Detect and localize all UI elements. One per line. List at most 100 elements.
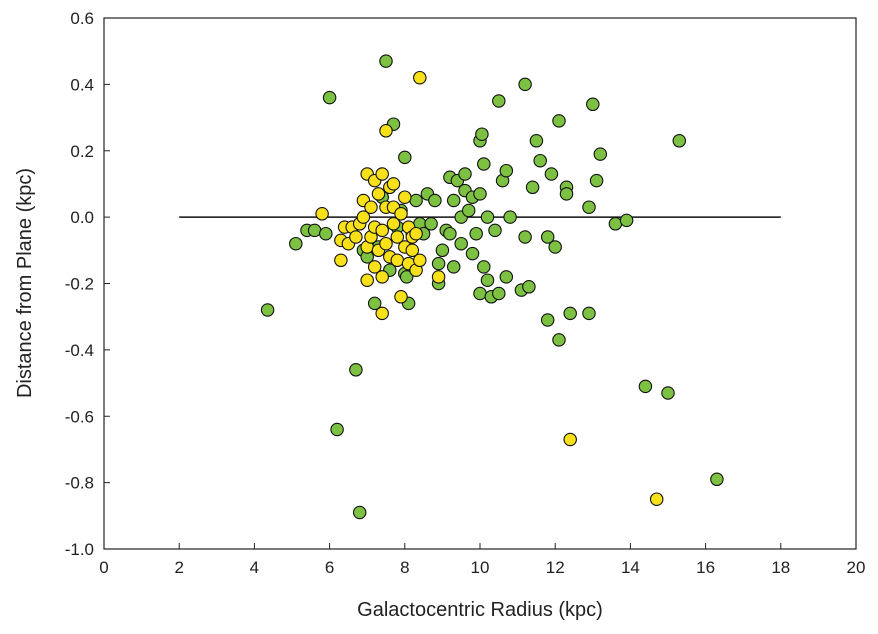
y-tick-label: -0.8 xyxy=(65,474,94,493)
y-tick-label: -0.6 xyxy=(65,407,94,426)
y-tick-label: 0.2 xyxy=(70,142,94,161)
data-point xyxy=(492,286,506,301)
data-point xyxy=(431,270,446,284)
data-point xyxy=(473,187,487,201)
data-point xyxy=(390,230,405,244)
data-point xyxy=(367,296,382,311)
plot-area xyxy=(103,17,857,550)
data-point xyxy=(480,273,495,287)
data-point xyxy=(461,203,476,218)
x-tick-label: 8 xyxy=(400,558,409,577)
plot-frame xyxy=(103,17,857,550)
data-point xyxy=(352,505,367,520)
data-point xyxy=(435,243,450,258)
data-point xyxy=(375,223,389,238)
data-point xyxy=(394,207,408,221)
data-point xyxy=(446,193,461,208)
data-point xyxy=(499,163,514,178)
data-point xyxy=(529,134,544,148)
data-point xyxy=(477,260,491,274)
data-point xyxy=(371,187,386,201)
data-point xyxy=(379,124,393,138)
data-point xyxy=(386,217,401,231)
data-point xyxy=(349,363,363,377)
x-tick-label: 14 xyxy=(621,558,640,577)
y-axis: 0.6 0.4 0.2 0.0 -0.2 -0.4 -0.6 -0.8 -1.0 xyxy=(65,9,110,559)
data-point xyxy=(649,492,664,506)
data-point xyxy=(413,70,427,85)
data-point xyxy=(480,210,495,224)
data-point xyxy=(661,386,675,400)
data-point xyxy=(409,193,423,208)
data-point xyxy=(319,226,333,241)
data-point xyxy=(431,256,446,271)
data-point xyxy=(522,280,536,294)
y-axis-title: Distance from Plane (kpc) xyxy=(14,168,36,398)
data-point xyxy=(334,253,348,268)
data-point xyxy=(360,273,374,287)
data-point xyxy=(488,223,502,238)
data-point xyxy=(540,313,555,327)
data-point xyxy=(544,167,559,181)
data-point xyxy=(367,260,382,274)
data-point xyxy=(446,260,461,274)
data-point xyxy=(379,54,393,68)
data-point xyxy=(552,114,566,128)
data-point xyxy=(330,422,344,437)
data-point xyxy=(499,270,514,284)
data-point xyxy=(582,200,596,214)
data-point xyxy=(582,306,596,321)
data-point xyxy=(356,210,371,224)
data-point xyxy=(390,253,405,268)
series-2-points xyxy=(315,70,664,506)
data-point xyxy=(563,432,577,447)
y-tick-label: 0.4 xyxy=(70,75,94,94)
data-point xyxy=(638,379,653,394)
data-point xyxy=(475,127,489,141)
data-point xyxy=(593,147,608,161)
data-point xyxy=(307,223,322,238)
data-point xyxy=(552,333,566,347)
y-tick-label: -0.4 xyxy=(65,341,94,360)
x-tick-label: 16 xyxy=(696,558,715,577)
data-point xyxy=(518,230,532,244)
data-point xyxy=(473,286,487,301)
data-point xyxy=(409,226,423,241)
x-tick-label: 12 xyxy=(546,558,565,577)
y-tick-label: -1.0 xyxy=(65,540,94,559)
data-point xyxy=(533,153,547,168)
data-point xyxy=(619,213,634,228)
data-point xyxy=(559,187,574,201)
data-point xyxy=(548,240,562,254)
data-point xyxy=(586,97,600,112)
y-tick-label: 0.6 xyxy=(70,9,94,28)
data-point xyxy=(399,270,414,284)
data-point xyxy=(589,173,604,188)
data-point xyxy=(413,253,427,268)
x-axis: 0 2 4 6 8 10 12 14 16 18 20 xyxy=(99,543,865,577)
data-point xyxy=(424,217,438,231)
x-tick-label: 10 xyxy=(471,558,490,577)
x-tick-label: 6 xyxy=(325,558,334,577)
data-point xyxy=(710,472,724,487)
x-tick-label: 0 xyxy=(99,558,108,577)
data-point xyxy=(492,94,506,108)
x-tick-label: 2 xyxy=(174,558,183,577)
data-point xyxy=(375,270,389,284)
data-point xyxy=(289,236,303,251)
data-point xyxy=(458,167,472,181)
data-point xyxy=(563,306,577,321)
data-points xyxy=(260,54,724,520)
data-point xyxy=(503,210,517,224)
data-point xyxy=(405,243,420,258)
data-point xyxy=(428,193,442,208)
x-tick-label: 18 xyxy=(771,558,790,577)
data-point xyxy=(469,226,483,241)
x-tick-label: 20 xyxy=(847,558,866,577)
data-point xyxy=(518,77,532,92)
data-point xyxy=(672,134,687,148)
data-point xyxy=(394,290,408,304)
y-tick-label: 0.0 xyxy=(70,208,94,227)
series-1-points xyxy=(260,54,724,520)
